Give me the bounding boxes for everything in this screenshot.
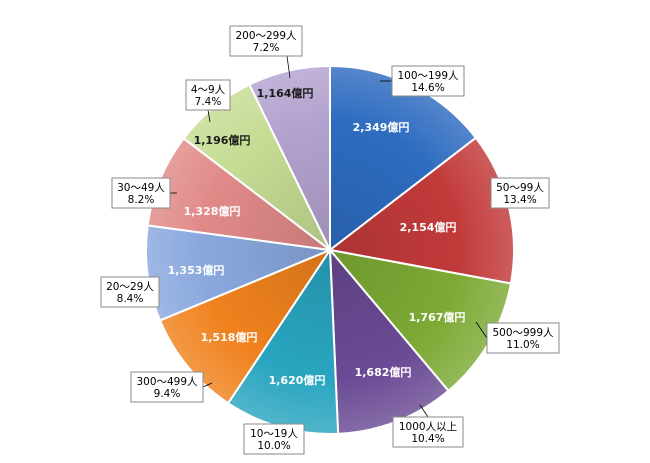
callout-leader-line: [475, 321, 488, 339]
callout-leader-line: [419, 404, 429, 418]
callout-leader-line: [202, 382, 213, 388]
callout-percent-label: 9.4%: [154, 388, 181, 400]
callout-box: [100, 276, 160, 308]
callout-leader-line: [286, 55, 291, 79]
slice-value-label: 1,328億円: [184, 204, 241, 218]
slice-value-label: 1,353億円: [168, 263, 225, 277]
pie-slices: [145, 64, 515, 435]
callout-box: [391, 65, 465, 97]
callout-percent-label: 14.6%: [411, 82, 444, 94]
callout-category-label: 100〜199人: [397, 70, 459, 82]
slice-value-label: 2,349億円: [353, 120, 410, 134]
callout-category-label: 1000人以上: [399, 421, 457, 433]
callout-category-label: 200〜299人: [235, 30, 297, 42]
callout-box: [243, 423, 305, 455]
slice-value-label: 1,196億円: [194, 133, 251, 147]
callout-percent-label: 7.4%: [195, 96, 222, 108]
slice-value-label: 1,767億円: [409, 310, 466, 324]
callout-category-label: 10〜19人: [250, 428, 298, 440]
callout-box: [229, 25, 303, 57]
callout-percent-label: 13.4%: [503, 194, 536, 206]
callout-category-label: 500〜999人: [492, 327, 554, 339]
callout-category-label: 300〜499人: [136, 376, 198, 388]
callout-percent-label: 7.2%: [253, 42, 280, 54]
callout-percent-label: 8.4%: [117, 293, 144, 305]
callout-box: [486, 322, 560, 354]
callout-leader-line: [207, 109, 211, 123]
slice-value-label: 1,164億円: [257, 86, 314, 100]
callout-category-label: 20〜29人: [106, 281, 154, 293]
pie-slice: [145, 224, 334, 322]
callout-box: [490, 177, 550, 209]
callout-box: [185, 79, 231, 111]
callout-percent-label: 8.2%: [128, 194, 155, 206]
callout-category-label: 30〜49人: [117, 182, 165, 194]
callout-box: [111, 177, 171, 209]
callout-percent-label: 10.0%: [257, 440, 290, 452]
slice-value-label: 1,518億円: [201, 330, 258, 344]
slice-value-label: 2,154億円: [400, 220, 457, 234]
callout-percent-label: 11.0%: [506, 339, 539, 351]
slice-value-labels: 2,349億円 2,154億円 1,767億円 1,682億円 1,620億円 1,518…: [168, 86, 466, 387]
callout-box: [130, 371, 204, 403]
slice-value-label: 1,682億円: [355, 365, 412, 379]
callout-category-label: 50〜99人: [496, 182, 544, 194]
slice-value-label: 1,620億円: [269, 373, 326, 387]
callout-percent-label: 10.4%: [411, 433, 444, 445]
callout-category-label: 4〜9人: [191, 84, 226, 96]
pie-slice: [158, 247, 333, 405]
callout-box: [392, 416, 464, 448]
